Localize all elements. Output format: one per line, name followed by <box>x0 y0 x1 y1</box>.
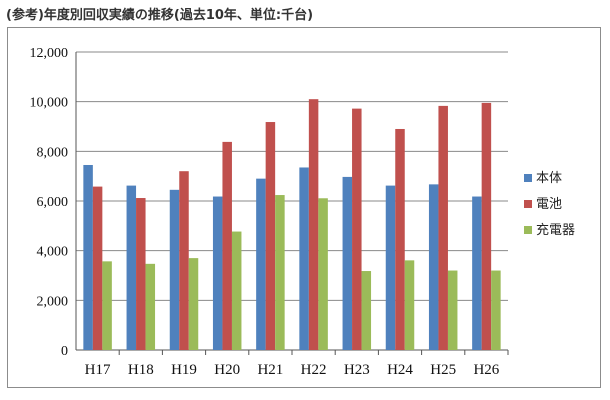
bar-電池-H18 <box>136 198 146 350</box>
chart-frame: 0 2,000 4,000 6,000 8,000 10,000 12,000 H17 H18 H… <box>7 27 601 388</box>
bar-電池-H19 <box>179 171 189 350</box>
bar-本体-H25 <box>428 184 439 350</box>
bar-充電器-H22 <box>318 198 328 350</box>
y-tick-label: 0 <box>61 344 68 359</box>
bar-充電器-H20 <box>231 231 242 350</box>
bar-本体-H22 <box>299 167 309 350</box>
y-tick-label: 6,000 <box>37 195 69 210</box>
bar-電池-H24 <box>395 128 405 350</box>
bar-電池-H21 <box>265 122 276 350</box>
chart-svg: 0 2,000 4,000 6,000 8,000 10,000 12,000 H17 H18 H… <box>30 46 576 378</box>
x-tick-label: H21 <box>257 362 283 378</box>
legend-swatch-充電器 <box>524 226 532 234</box>
x-tick-label: H24 <box>387 362 413 378</box>
x-tick-label: H20 <box>214 362 240 378</box>
bar-電池-H22 <box>308 99 319 350</box>
bar-本体-H20 <box>212 196 223 350</box>
y-tick-label: 12,000 <box>30 46 69 61</box>
bar-電池-H26 <box>481 102 492 351</box>
bar-電池-H25 <box>438 105 448 350</box>
bar-充電器-H17 <box>102 261 112 350</box>
legend-swatch-電池 <box>524 200 532 208</box>
legend-swatch-本体 <box>524 174 532 182</box>
legend-label: 本体 <box>536 171 562 186</box>
bar-充電器-H21 <box>275 195 285 350</box>
bar-本体-H21 <box>256 178 266 350</box>
x-tick-label: H19 <box>171 362 197 378</box>
x-tick-label: H17 <box>85 362 111 378</box>
x-tick-label: H23 <box>344 362 370 378</box>
legend-label: 電池 <box>536 197 562 212</box>
x-tick-label: H26 <box>473 362 499 378</box>
bar-本体-H19 <box>169 189 180 350</box>
bar-充電器-H23 <box>361 271 372 350</box>
bar-本体-H23 <box>342 176 353 350</box>
bar-電池-H23 <box>352 108 362 351</box>
bar-本体-H17 <box>83 164 93 350</box>
bar-本体-H24 <box>385 185 396 350</box>
y-tick-label: 8,000 <box>37 145 69 160</box>
bar-電池-H20 <box>222 141 232 350</box>
bar-充電器-H26 <box>491 270 501 350</box>
bar-本体-H26 <box>472 196 482 350</box>
legend-label: 充電器 <box>536 222 575 238</box>
x-tick-label: H18 <box>128 362 154 378</box>
x-tick-label: H22 <box>301 362 327 378</box>
bar-充電器-H19 <box>188 258 199 350</box>
bar-充電器-H25 <box>447 270 458 350</box>
bar-本体-H18 <box>126 185 137 350</box>
y-tick-label: 2,000 <box>37 294 69 309</box>
bar-充電器-H18 <box>145 263 156 350</box>
bar-電池-H17 <box>92 186 103 350</box>
chart-title: (参考)年度別回収実績の推移(過去10年、単位:千台) <box>6 8 314 23</box>
y-tick-label: 4,000 <box>37 245 69 260</box>
bar-充電器-H24 <box>404 260 415 350</box>
y-tick-label: 10,000 <box>30 96 69 111</box>
x-tick-label: H25 <box>430 362 456 378</box>
